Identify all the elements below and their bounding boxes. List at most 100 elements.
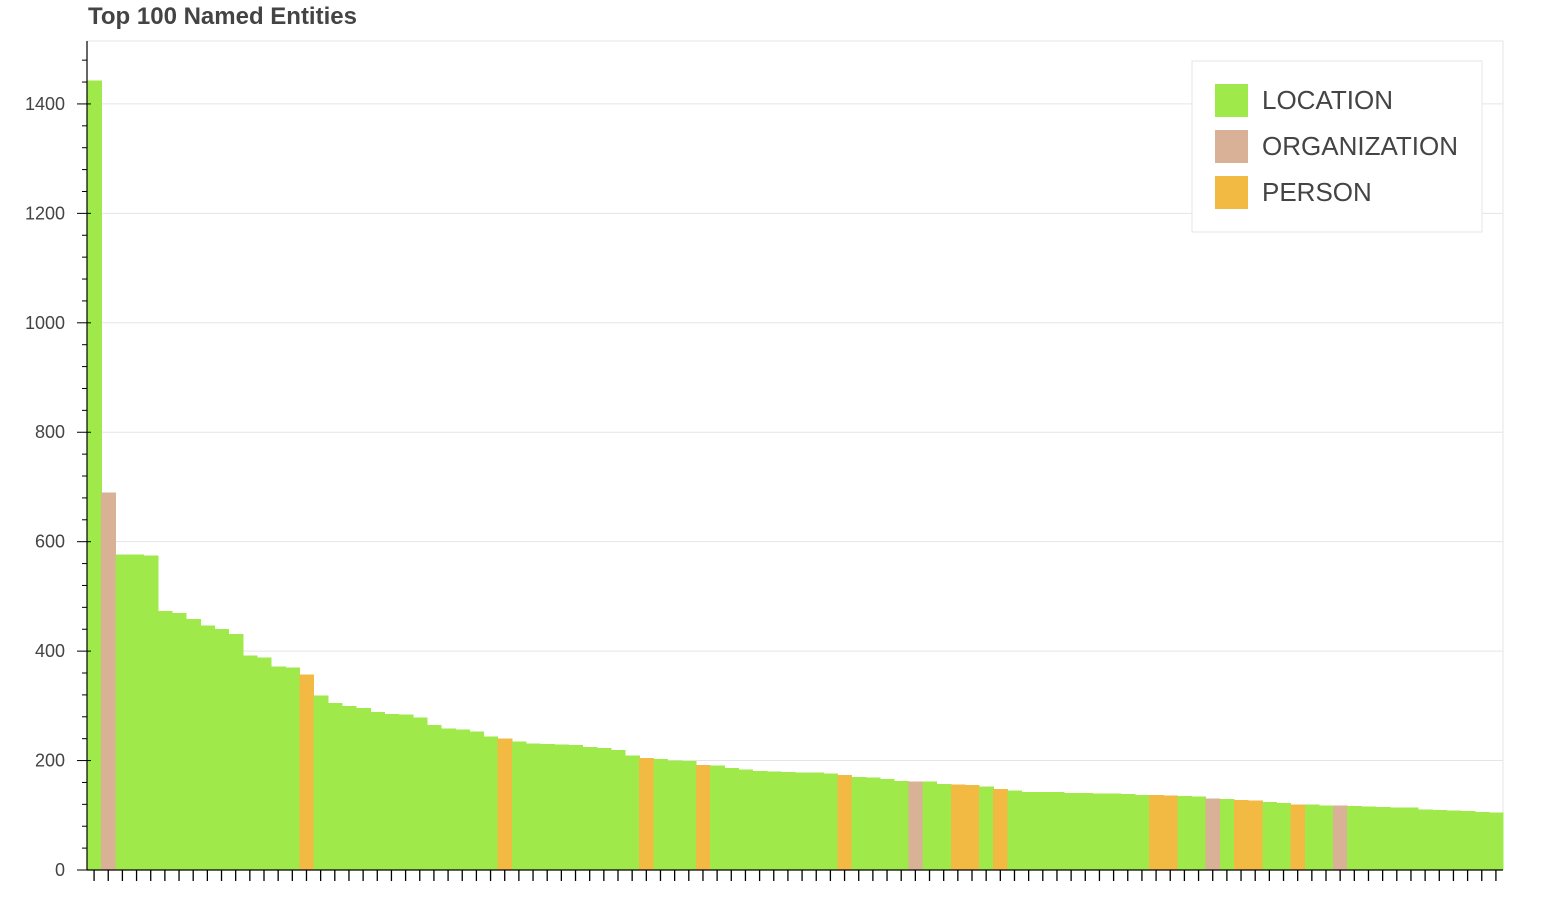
bar-organization: [101, 492, 116, 870]
bar-location: [667, 760, 683, 870]
bar-location: [186, 618, 201, 870]
bar-location: [653, 758, 669, 870]
bar-location: [823, 773, 839, 870]
bar-location: [143, 555, 159, 870]
bar-location: [1007, 790, 1023, 870]
legend-label-person: PERSON: [1262, 177, 1372, 207]
legend-swatch-organization: [1215, 130, 1248, 163]
bar-location: [1361, 806, 1377, 870]
bar-location: [1389, 807, 1405, 870]
bar-organization: [1205, 798, 1221, 870]
legend-label-organization: ORGANIZATION: [1262, 131, 1458, 161]
bar-location: [1474, 811, 1490, 870]
bar-person: [1163, 795, 1178, 870]
bar-location: [228, 634, 244, 870]
bar-location: [171, 612, 187, 870]
bar-person: [1149, 795, 1164, 870]
bar-location: [865, 777, 881, 870]
y-tick-label: 800: [35, 422, 65, 442]
bar-location: [1446, 810, 1462, 870]
y-tick-label: 1000: [25, 313, 65, 333]
bar-location: [256, 657, 272, 870]
bar-person: [1290, 804, 1306, 870]
chart-title: Top 100 Named Entities: [88, 3, 357, 30]
bar-location: [525, 743, 541, 870]
bar-location: [625, 755, 640, 870]
bar-location: [1064, 792, 1079, 870]
bar-location: [271, 666, 286, 870]
bar-location: [157, 611, 173, 870]
bar-location: [242, 655, 258, 870]
bar-organization: [1333, 805, 1348, 870]
bar-location: [370, 711, 385, 870]
bar-person: [837, 774, 853, 870]
bar-location: [1049, 791, 1065, 870]
bar-location: [115, 554, 131, 870]
bar-location: [738, 769, 754, 870]
bar-location: [455, 729, 470, 870]
y-tick-label: 0: [55, 860, 65, 880]
bar-location: [1177, 796, 1193, 870]
bar-location: [1078, 792, 1093, 870]
bar-person: [695, 764, 711, 870]
bar-location: [568, 745, 584, 870]
bar-location: [1318, 805, 1334, 870]
bar-location: [1262, 802, 1278, 870]
bar-location: [285, 667, 300, 870]
bar-location: [469, 731, 485, 870]
bar-location: [596, 747, 612, 870]
bar-person: [950, 784, 966, 870]
bar-location: [129, 554, 145, 870]
bars: [87, 80, 1504, 871]
bar-location: [200, 625, 216, 870]
bar-location: [1304, 804, 1320, 870]
bar-person: [964, 785, 980, 870]
bar-location: [1191, 796, 1207, 870]
legend-label-location: LOCATION: [1262, 85, 1393, 115]
legend-swatch-person: [1215, 176, 1248, 209]
bar-location: [1106, 793, 1122, 870]
bar-location: [752, 770, 768, 870]
bar-location: [780, 772, 796, 870]
bar-location: [511, 741, 527, 870]
bar-location: [356, 708, 371, 870]
y-tick-label: 1200: [25, 203, 65, 223]
bar-location: [214, 629, 230, 870]
bar-location: [936, 784, 952, 870]
x-axis: [87, 869, 1503, 881]
bar-location: [87, 80, 102, 871]
legend-swatch-location: [1215, 84, 1248, 117]
bar-person: [993, 789, 1008, 870]
bar-location: [894, 780, 909, 870]
bar-location: [922, 781, 938, 870]
y-tick-label: 400: [35, 641, 65, 661]
bar-location: [327, 703, 343, 870]
bar-person: [299, 674, 315, 870]
bar-location: [1035, 791, 1051, 870]
bar-location: [441, 728, 456, 870]
bar-location: [879, 779, 895, 870]
y-tick-label: 1400: [25, 94, 65, 114]
bar-location: [1134, 795, 1150, 870]
bar-person: [1248, 800, 1263, 870]
bar-location: [851, 776, 867, 870]
bar-location: [681, 761, 697, 870]
bar-person: [497, 738, 513, 870]
legend: LOCATION ORGANIZATION PERSON: [1191, 60, 1483, 233]
bar-location: [1347, 805, 1362, 870]
bar-location: [483, 736, 499, 870]
bar-location: [384, 714, 400, 870]
bar-location: [979, 786, 994, 870]
bar-location: [540, 744, 555, 870]
bar-location: [1403, 807, 1419, 870]
bar-location: [1460, 810, 1476, 870]
bar-location: [412, 717, 428, 870]
bar-location: [610, 750, 626, 870]
bar-person: [639, 757, 654, 870]
bar-location: [1488, 812, 1504, 870]
bar-location: [426, 724, 442, 870]
bar-location: [1120, 793, 1136, 870]
bar-location: [809, 772, 824, 870]
bar-location: [766, 771, 782, 870]
